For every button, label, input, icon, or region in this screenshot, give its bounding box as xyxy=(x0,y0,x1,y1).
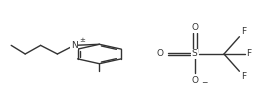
Text: S: S xyxy=(192,49,197,59)
Text: O: O xyxy=(191,23,198,32)
Text: O: O xyxy=(157,49,164,59)
Text: F: F xyxy=(241,27,246,36)
Text: N: N xyxy=(71,41,78,50)
Text: F: F xyxy=(241,72,246,81)
Text: ±: ± xyxy=(79,37,85,43)
Text: F: F xyxy=(246,49,251,59)
Text: O: O xyxy=(191,76,198,85)
Text: −: − xyxy=(201,78,207,87)
